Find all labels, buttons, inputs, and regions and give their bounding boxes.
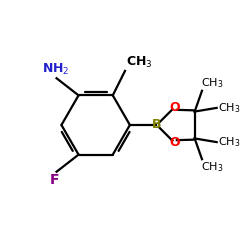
Text: O: O: [169, 101, 180, 114]
Text: F: F: [49, 173, 59, 187]
Text: CH$_3$: CH$_3$: [201, 76, 223, 90]
Text: CH$_3$: CH$_3$: [218, 135, 240, 149]
Text: CH$_3$: CH$_3$: [218, 101, 240, 115]
Text: B: B: [152, 118, 162, 132]
Text: O: O: [169, 136, 180, 149]
Text: NH$_2$: NH$_2$: [42, 62, 69, 77]
Text: CH$_3$: CH$_3$: [201, 160, 223, 174]
Text: CH$_3$: CH$_3$: [126, 54, 153, 70]
